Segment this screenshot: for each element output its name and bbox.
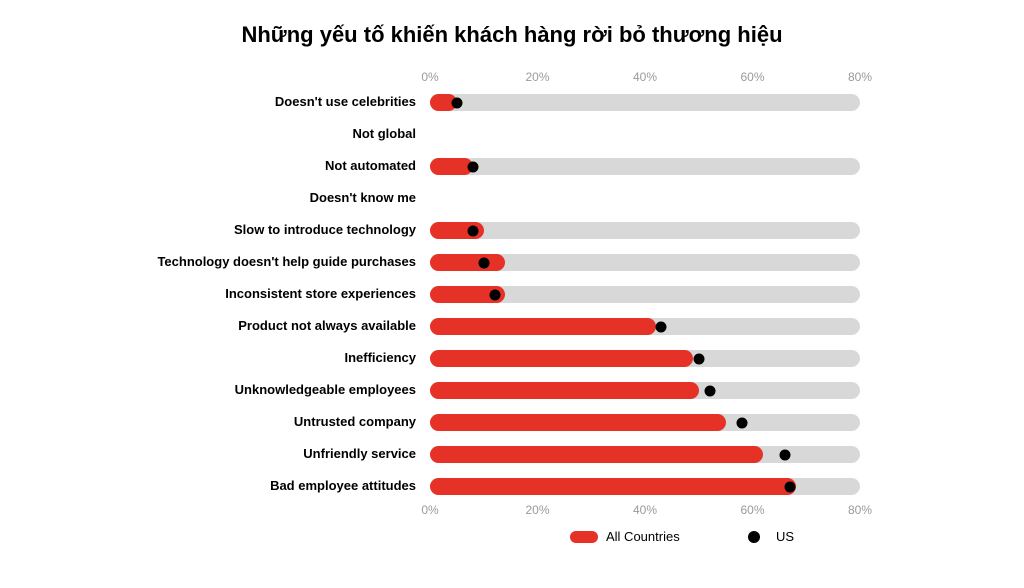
category-label: Unfriendly service: [303, 447, 430, 461]
dot-marker: [489, 289, 500, 300]
dot-marker: [656, 321, 667, 332]
legend-swatch-dot: [740, 531, 768, 543]
bar-value: [430, 350, 693, 367]
tick-top-0: 0%: [421, 70, 438, 84]
category-label: Unknowledgeable employees: [235, 383, 430, 397]
legend-swatch-bar: [570, 531, 598, 543]
chart-title: Những yếu tố khiến khách hàng rời bỏ thư…: [0, 22, 1024, 48]
x-axis-bottom: 0%20%40%60%80%: [430, 503, 860, 521]
category-label: Untrusted company: [294, 415, 430, 429]
dot-marker: [468, 161, 479, 172]
bar-value: [430, 382, 699, 399]
dot-marker: [468, 225, 479, 236]
dot-marker: [451, 97, 462, 108]
bar-value: [430, 414, 726, 431]
legend-label-all-countries: All Countries: [606, 529, 680, 544]
legend: All Countries US: [510, 529, 940, 559]
tick-top-1: 20%: [525, 70, 549, 84]
category-label: Not automated: [325, 159, 430, 173]
dot-marker: [704, 385, 715, 396]
category-label: Technology doesn't help guide purchases: [157, 255, 430, 269]
tick-bottom: 40%: [633, 503, 657, 517]
category-label: Inefficiency: [344, 351, 430, 365]
tick-bottom: 20%: [525, 503, 549, 517]
chart-plot-area: 0% 20% 40% 60% 80% Doesn't use celebriti…: [80, 60, 940, 520]
category-label: Inconsistent store experiences: [225, 287, 430, 301]
category-label: Product not always available: [238, 319, 430, 333]
category-label: Slow to introduce technology: [234, 223, 430, 237]
tick-top-4: 80%: [848, 70, 872, 84]
tick-bottom: 80%: [848, 503, 872, 517]
tick-bottom: 0%: [421, 503, 438, 517]
dot-marker: [785, 481, 796, 492]
bar-value: [430, 478, 796, 495]
tick-top-2: 40%: [633, 70, 657, 84]
bar-track: [430, 94, 860, 111]
dot-marker: [736, 417, 747, 428]
dot-marker: [693, 353, 704, 364]
legend-item-all-countries: All Countries: [570, 529, 680, 544]
chart-container: Những yếu tố khiến khách hàng rời bỏ thư…: [0, 0, 1024, 588]
legend-label-us: US: [776, 529, 794, 544]
bar-track: [430, 222, 860, 239]
category-label: Doesn't know me: [310, 191, 430, 205]
bar-track: [430, 158, 860, 175]
x-axis-top: 0% 20% 40% 60% 80%: [430, 70, 860, 88]
category-label: Bad employee attitudes: [270, 479, 430, 493]
dot-marker: [779, 449, 790, 460]
legend-item-us: US: [740, 529, 794, 544]
tick-top-3: 60%: [740, 70, 764, 84]
category-label: Doesn't use celebrities: [275, 95, 430, 109]
bar-value: [430, 254, 505, 271]
tick-bottom: 60%: [740, 503, 764, 517]
bar-value: [430, 318, 656, 335]
bar-value: [430, 446, 763, 463]
dot-marker: [478, 257, 489, 268]
category-label: Not global: [352, 127, 430, 141]
